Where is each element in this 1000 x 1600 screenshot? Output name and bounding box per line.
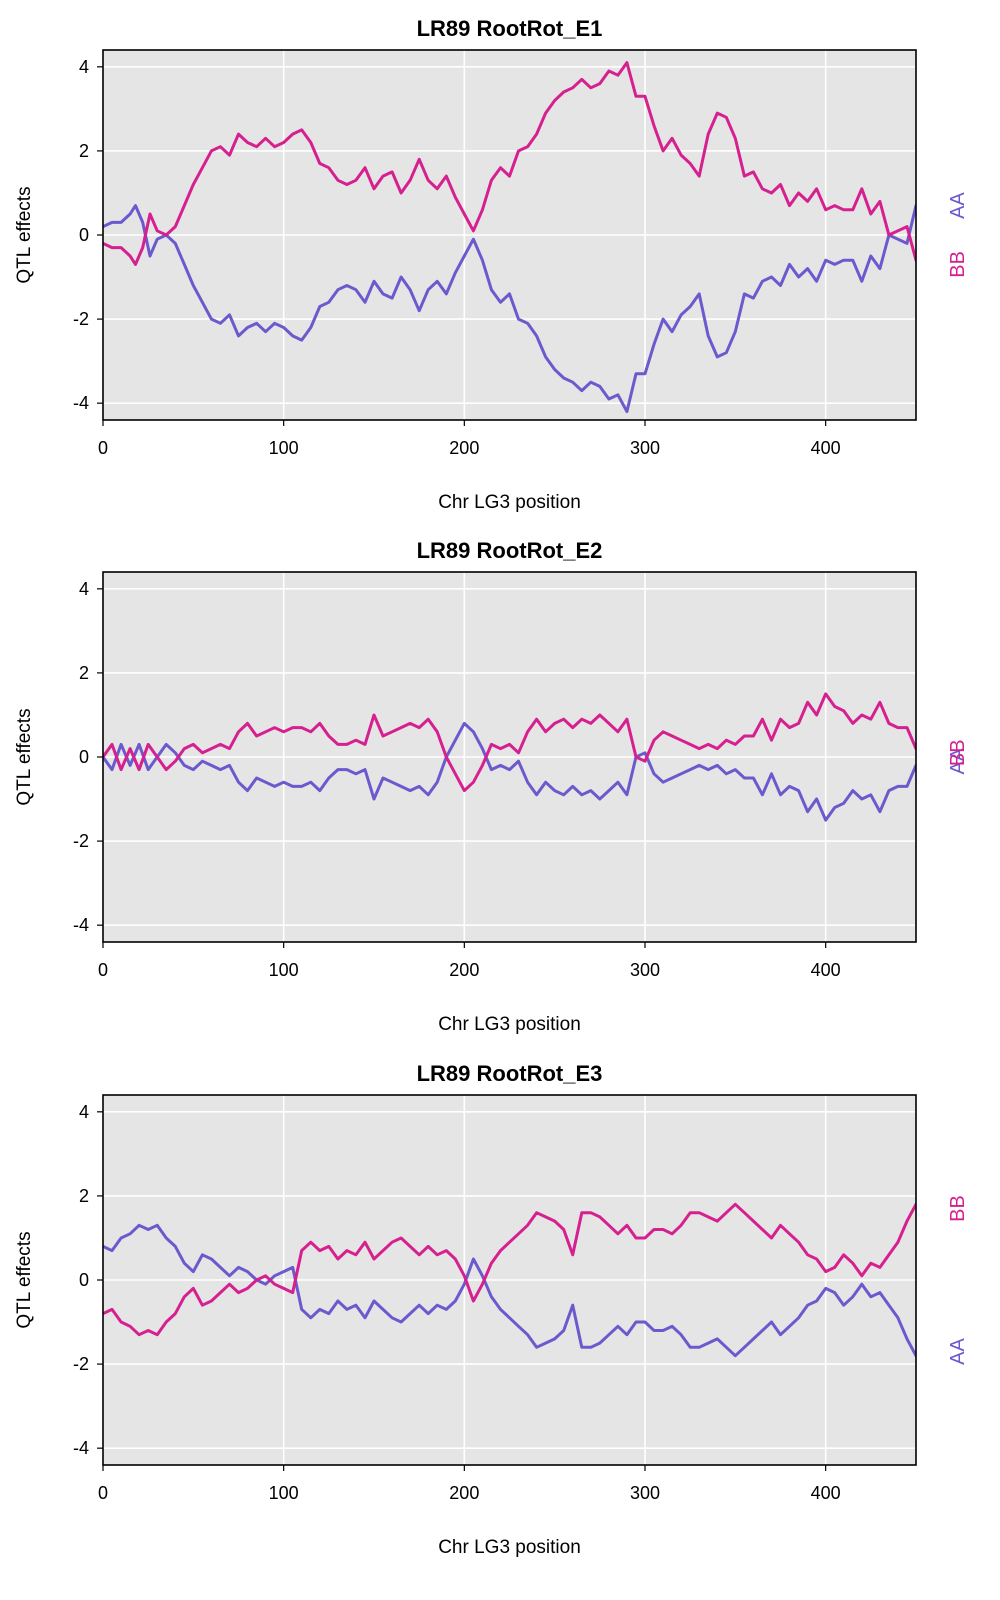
y-axis-label: QTL effects bbox=[14, 186, 35, 283]
x-tick-label: 400 bbox=[811, 1483, 841, 1503]
x-tick-label: 300 bbox=[630, 960, 660, 980]
x-tick-label: 200 bbox=[449, 1483, 479, 1503]
x-tick-label: 0 bbox=[98, 438, 108, 458]
series-label-bb: BB bbox=[947, 739, 969, 766]
series-label-aa: AA bbox=[947, 1337, 969, 1364]
y-tick-label: 4 bbox=[79, 1102, 89, 1122]
x-axis-label: Chr LG3 position bbox=[438, 1014, 581, 1035]
series-label-aa: AA bbox=[947, 192, 969, 219]
y-tick-label: -2 bbox=[73, 831, 89, 851]
y-tick-label: 4 bbox=[79, 579, 89, 599]
y-tick-label: -4 bbox=[73, 915, 89, 935]
x-tick-label: 300 bbox=[630, 1483, 660, 1503]
series-line-bb bbox=[103, 692, 916, 793]
x-tick-label: 200 bbox=[449, 438, 479, 458]
x-tick-label: 100 bbox=[269, 438, 299, 458]
y-tick-label: 2 bbox=[79, 663, 89, 683]
y-tick-label: -4 bbox=[73, 1438, 89, 1458]
x-tick-label: 400 bbox=[811, 438, 841, 458]
chart-panel-3: LR89 RootRot_E3 -4 -2 0 2 4 0 100 200 300 400 Chr L… bbox=[14, 1061, 969, 1558]
chart-panel-1: LR89 RootRot_E1 -4 -2 0 2 4 0 100 200 300 400 Chr L… bbox=[14, 16, 969, 513]
y-tick-label: 2 bbox=[79, 1186, 89, 1206]
y-tick-label: 0 bbox=[79, 225, 89, 245]
x-axis-label: Chr LG3 position bbox=[438, 1537, 581, 1558]
chart-panel-2: LR89 RootRot_E2 -4 -2 0 2 4 0 100 200 300 400 Chr L… bbox=[14, 538, 969, 1035]
y-tick-label: 4 bbox=[79, 57, 89, 77]
chart-title: LR89 RootRot_E1 bbox=[417, 16, 603, 41]
x-tick-label: 400 bbox=[811, 960, 841, 980]
x-tick-label: 0 bbox=[98, 1483, 108, 1503]
x-tick-label: 200 bbox=[449, 960, 479, 980]
x-axis-label: Chr LG3 position bbox=[438, 492, 581, 513]
chart-title: LR89 RootRot_E3 bbox=[417, 1061, 603, 1086]
x-tick-label: 300 bbox=[630, 438, 660, 458]
series-line-aa bbox=[103, 1223, 916, 1358]
y-tick-label: 2 bbox=[79, 141, 89, 161]
y-tick-label: -4 bbox=[73, 393, 89, 413]
series-line-bb bbox=[103, 1202, 916, 1337]
series-label-aa: AA bbox=[947, 747, 969, 774]
x-tick-label: 100 bbox=[269, 1483, 299, 1503]
y-tick-label: 0 bbox=[79, 1270, 89, 1290]
series-line-aa bbox=[103, 721, 916, 822]
x-tick-label: 100 bbox=[269, 960, 299, 980]
series-label-bb: BB bbox=[947, 251, 969, 278]
y-axis-label: QTL effects bbox=[14, 708, 35, 805]
y-tick-label: -2 bbox=[73, 309, 89, 329]
series-line-aa bbox=[103, 204, 916, 414]
y-tick-label: 0 bbox=[79, 747, 89, 767]
x-tick-label: 0 bbox=[98, 960, 108, 980]
series-label-bb: BB bbox=[947, 1195, 969, 1222]
chart-title: LR89 RootRot_E2 bbox=[417, 538, 603, 563]
y-axis-label: QTL effects bbox=[14, 1231, 35, 1328]
series-line-bb bbox=[103, 61, 916, 266]
y-tick-label: -2 bbox=[73, 1354, 89, 1374]
